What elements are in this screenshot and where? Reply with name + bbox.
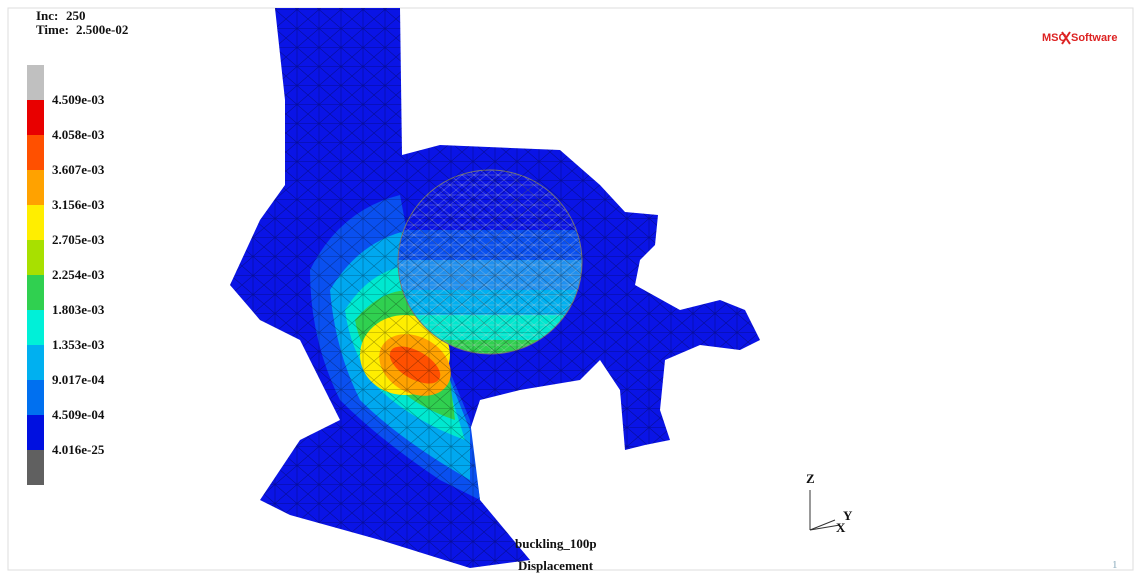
- legend-swatch: [27, 65, 44, 100]
- legend-label: 4.058e-03: [52, 127, 105, 142]
- legend-swatch: [27, 240, 44, 275]
- legend-swatch: [27, 345, 44, 380]
- legend-label: 2.254e-03: [52, 267, 105, 282]
- legend-label: 3.156e-03: [52, 197, 105, 212]
- legend-label: 1.803e-03: [52, 302, 105, 317]
- legend-swatch: [27, 380, 44, 415]
- axis-y: Y: [843, 508, 853, 523]
- legend-swatch: [27, 415, 44, 450]
- legend-swatch: [27, 170, 44, 205]
- legend-swatch: [27, 205, 44, 240]
- axis-x: X: [836, 520, 846, 535]
- legend-label: 4.016e-25: [52, 442, 105, 457]
- time: 2.500e-02: [76, 22, 128, 37]
- legend-swatch: [27, 135, 44, 170]
- legend: 4.509e-03 4.058e-03 3.607e-03 3.156e-03 2.70…: [27, 65, 105, 485]
- legend-swatch: [27, 275, 44, 310]
- legend-swatch: [27, 100, 44, 135]
- time-label: Time:: [36, 22, 69, 37]
- legend-label: 1.353e-03: [52, 337, 105, 352]
- logo-left: MSC: [1042, 32, 1067, 44]
- page-number: 1: [1112, 559, 1118, 571]
- logo-mark: [1061, 31, 1071, 45]
- legend-label: 9.017e-04: [52, 372, 105, 387]
- quantity: Displacement: [518, 558, 594, 573]
- logo-right: Software: [1071, 32, 1117, 44]
- legend-swatch: [27, 450, 44, 485]
- axis-z: Z: [806, 471, 815, 486]
- legend-label: 3.607e-03: [52, 162, 105, 177]
- inc: 250: [66, 8, 86, 23]
- triad: [809, 490, 841, 531]
- legend-label: 2.705e-03: [52, 232, 105, 247]
- legend-label: 4.509e-04: [52, 407, 105, 422]
- legend-label: 4.509e-03: [52, 92, 105, 107]
- inc-label: Inc:: [36, 8, 58, 23]
- model-name: buckling_100p: [515, 536, 597, 551]
- frame: [7, 7, 1134, 571]
- model: [230, 8, 760, 568]
- legend-swatch: [27, 310, 44, 345]
